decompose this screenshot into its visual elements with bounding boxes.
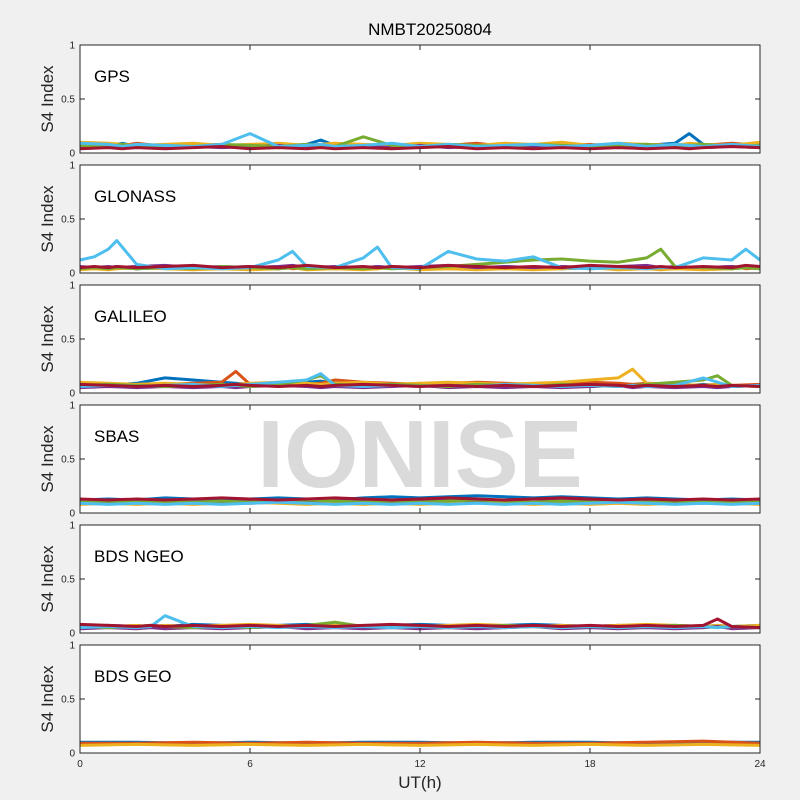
plot-area bbox=[80, 645, 760, 753]
x-tick-label: 12 bbox=[414, 759, 426, 770]
x-tick-label: 6 bbox=[247, 759, 253, 770]
y-tick-label: 0.5 bbox=[61, 575, 75, 586]
panel-galileo: 0 0.5 1 GALILEO S4 Index bbox=[38, 281, 761, 400]
y-tick-label: 0.5 bbox=[61, 335, 75, 346]
plot-area bbox=[80, 165, 760, 273]
y-tick-label: 1 bbox=[69, 281, 75, 292]
panel-label: GALILEO bbox=[94, 307, 167, 326]
panels: 0 0.5 1 GPS S4 Index 0 0.5 1 GLONASS S4 Index 0 0.5… bbox=[38, 41, 766, 771]
y-tick-label: 0 bbox=[69, 269, 75, 280]
y-tick-label: 1 bbox=[69, 641, 75, 652]
panel-label: SBAS bbox=[94, 427, 139, 446]
y-tick-label: 0.5 bbox=[61, 215, 75, 226]
y-axis-label: S4 Index bbox=[38, 65, 57, 133]
panel-bds-geo: 0 0.5 1 BDS GEO S4 Index 0 6 12 18 24 bbox=[38, 641, 766, 771]
panel-bds-ngeo: 0 0.5 1 BDS NGEO S4 Index bbox=[38, 521, 761, 640]
y-tick-label: 1 bbox=[69, 521, 75, 532]
panel-label: GLONASS bbox=[94, 187, 176, 206]
plot-area bbox=[80, 525, 760, 633]
y-tick-label: 1 bbox=[69, 41, 75, 52]
series-line bbox=[79, 145, 761, 151]
panel-gps: 0 0.5 1 GPS S4 Index bbox=[38, 41, 761, 160]
panel-label: BDS GEO bbox=[94, 667, 171, 686]
y-tick-label: 0 bbox=[69, 509, 75, 520]
y-axis-label: S4 Index bbox=[38, 185, 57, 253]
panel-glonass: 0 0.5 1 GLONASS S4 Index bbox=[38, 161, 761, 280]
y-tick-label: 0 bbox=[69, 749, 75, 760]
y-tick-label: 0.5 bbox=[61, 95, 75, 106]
y-tick-label: 0 bbox=[69, 149, 75, 160]
y-tick-label: 0 bbox=[69, 389, 75, 400]
watermark: IONISE bbox=[257, 401, 582, 508]
series-line bbox=[79, 500, 761, 506]
series-line bbox=[79, 382, 761, 388]
series-line bbox=[80, 739, 761, 745]
chart-title: NMBT20250804 bbox=[368, 20, 492, 39]
series-line bbox=[79, 496, 761, 502]
y-axis-label: S4 Index bbox=[38, 545, 57, 613]
panel-label: GPS bbox=[94, 67, 130, 86]
y-tick-label: 1 bbox=[69, 401, 75, 412]
series-line bbox=[79, 617, 761, 630]
x-tick-label: 0 bbox=[77, 759, 83, 770]
plot-area bbox=[80, 285, 760, 393]
series-line bbox=[79, 132, 761, 148]
y-tick-label: 0.5 bbox=[61, 695, 75, 706]
x-tick-label: 24 bbox=[754, 759, 766, 770]
series-line bbox=[79, 263, 761, 270]
y-tick-label: 0 bbox=[69, 629, 75, 640]
y-axis-label: S4 Index bbox=[38, 305, 57, 373]
plot-area bbox=[80, 405, 760, 513]
plot-area bbox=[80, 45, 760, 153]
panel-sbas: 0 0.5 1 SBAS S4 Index bbox=[38, 401, 761, 520]
panel-label: BDS NGEO bbox=[94, 547, 184, 566]
y-tick-label: 1 bbox=[69, 161, 75, 172]
y-tick-label: 0.5 bbox=[61, 455, 75, 466]
series-line bbox=[79, 742, 761, 747]
y-axis-label: S4 Index bbox=[38, 665, 57, 733]
y-axis-label: S4 Index bbox=[38, 425, 57, 493]
x-tick-label: 18 bbox=[584, 759, 596, 770]
x-axis-label: UT(h) bbox=[398, 773, 441, 792]
